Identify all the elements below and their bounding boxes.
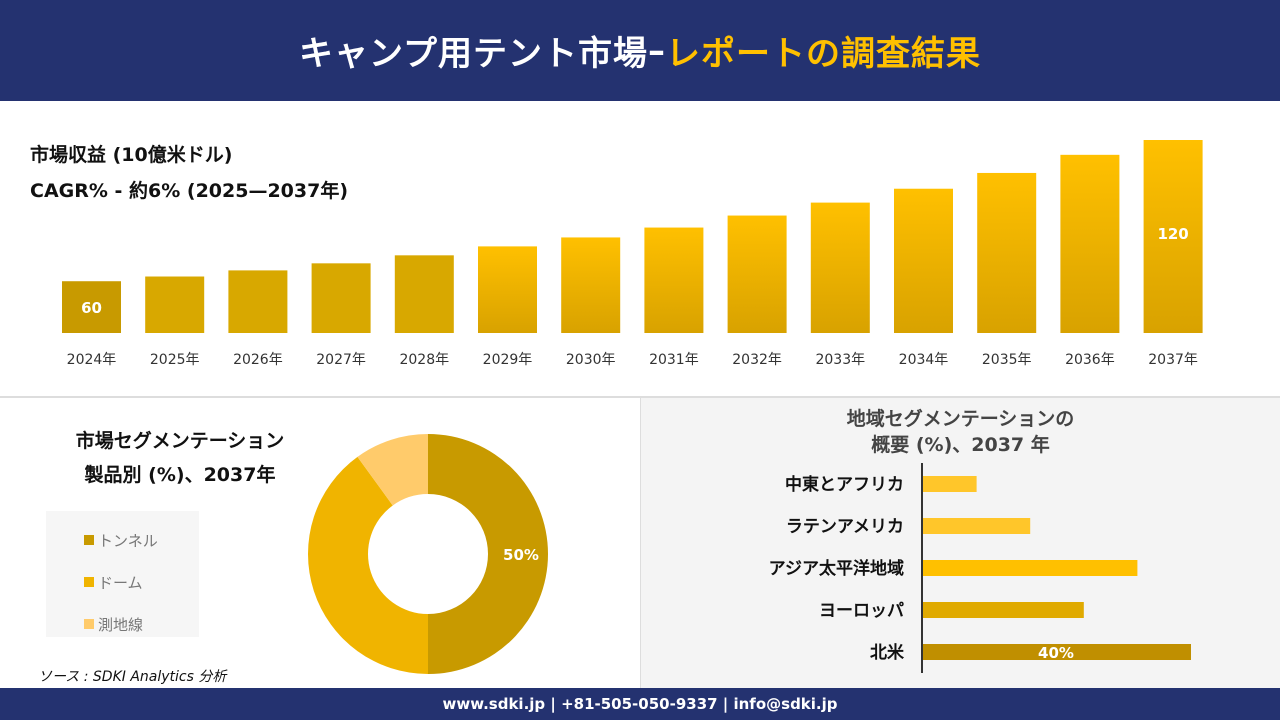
- x-tick-label: 2034年: [899, 352, 949, 368]
- x-tick-label: 2026年: [233, 352, 283, 368]
- y-tick-label: 中東とアフリカ: [785, 474, 904, 495]
- title-highlight: レポートの調査結果: [665, 34, 981, 74]
- legend-swatch: [84, 619, 94, 629]
- data-label: 50%: [503, 546, 539, 564]
- bar-中東とアフリカ: [923, 476, 977, 492]
- bar-2029年: [478, 246, 537, 333]
- revenue-title: 市場収益 (10億米ドル): [30, 144, 233, 166]
- title-dash: –: [647, 30, 666, 71]
- title-main: キャンプ用テント市場: [299, 34, 648, 74]
- legend-item-tunnel: トンネル: [84, 519, 199, 561]
- bar-2025年: [145, 276, 205, 333]
- x-tick-label: 2035年: [982, 352, 1032, 368]
- slice-測地線: [357, 434, 428, 506]
- legend-label: ドーム: [98, 573, 143, 592]
- bar-2030年: [561, 237, 621, 333]
- bar-ヨーロッパ: [923, 602, 1084, 618]
- y-tick-label: ラテンアメリカ: [786, 517, 904, 537]
- region-title-line1: 地域セグメンテーションの: [846, 408, 1075, 430]
- region-panel: 地域セグメンテーションの 概要 (%)、2037 年 中東とアフリカ ラテンアメリ…: [641, 398, 1280, 688]
- bar-ラテンアメリカ: [923, 518, 1031, 534]
- divider: [0, 396, 1280, 398]
- product-title-line2: 製品別 (%)、2037年: [84, 464, 276, 486]
- slice-トンネル: [428, 434, 548, 674]
- y-tick-label: ヨーロッパ: [819, 601, 904, 621]
- x-tick-label: 2025年: [150, 352, 200, 368]
- x-tick-label: 2024年: [67, 352, 117, 368]
- bar-2035年: [977, 172, 1037, 333]
- legend-item-geodesic: 測地線: [84, 603, 199, 645]
- cagr-subtitle: CAGR% - 約6% (2025—2037年): [30, 180, 349, 202]
- bar-2032年: [727, 215, 787, 333]
- bar-2033年: [810, 202, 870, 333]
- bar-2026年: [228, 270, 288, 333]
- x-tick-label: 2030年: [566, 352, 616, 368]
- region-title: 地域セグメンテーションの 概要 (%)、2037 年: [641, 406, 1280, 458]
- x-tick-label: 2027年: [316, 352, 366, 368]
- product-title-line1: 市場セグメンテーション: [75, 430, 285, 452]
- bar-2034年: [894, 188, 953, 333]
- bar-2031年: [644, 227, 704, 333]
- x-tick-label: 2033年: [815, 352, 865, 368]
- data-label: 60: [81, 299, 102, 317]
- bar-2028年: [394, 255, 454, 333]
- x-tick-label: 2029年: [483, 352, 533, 368]
- y-tick-label: 北米: [870, 642, 905, 663]
- data-label: 120: [1157, 225, 1188, 243]
- page-header: キャンプ用テント市場 – レポートの調査結果: [0, 0, 1280, 101]
- region-title-line2: 概要 (%)、2037 年: [871, 434, 1050, 456]
- legend-swatch: [84, 577, 94, 587]
- legend-swatch: [84, 535, 94, 545]
- legend-label: 測地線: [98, 615, 144, 634]
- x-tick-label: 2037年: [1148, 352, 1198, 368]
- bar-2027年: [311, 263, 371, 333]
- bar-北米: [923, 644, 1191, 660]
- bar-2036年: [1060, 154, 1120, 333]
- slice-ドーム: [308, 456, 428, 674]
- x-tick-label: 2028年: [399, 352, 449, 368]
- x-tick-label: 2031年: [649, 352, 699, 368]
- product-segment-title: 市場セグメンテーション 製品別 (%)、2037年: [40, 424, 320, 492]
- x-tick-label: 2032年: [732, 352, 782, 368]
- footer-contact: www.sdki.jp | +81-505-050-9337 | info@sd…: [0, 688, 1280, 720]
- legend-label: トンネル: [98, 531, 158, 550]
- revenue-bar-chart: 2024年 60 2025年 2026年 2027年 2028年 2029年 2030年 203…: [62, 140, 1203, 368]
- data-label: 40%: [1038, 644, 1074, 662]
- source-note: ソース : SDKI Analytics 分析: [38, 669, 227, 685]
- bar-2037年: [1143, 140, 1203, 333]
- bar-アジア太平洋地域: [923, 560, 1138, 576]
- bar-2024年: [62, 281, 121, 333]
- divider: [640, 398, 641, 688]
- x-tick-label: 2036年: [1065, 352, 1115, 368]
- donut-legend: トンネル ドーム 測地線: [46, 511, 199, 637]
- y-tick-label: アジア太平洋地域: [769, 558, 904, 579]
- legend-item-dome: ドーム: [84, 561, 199, 603]
- product-donut-chart: 50%: [308, 434, 548, 674]
